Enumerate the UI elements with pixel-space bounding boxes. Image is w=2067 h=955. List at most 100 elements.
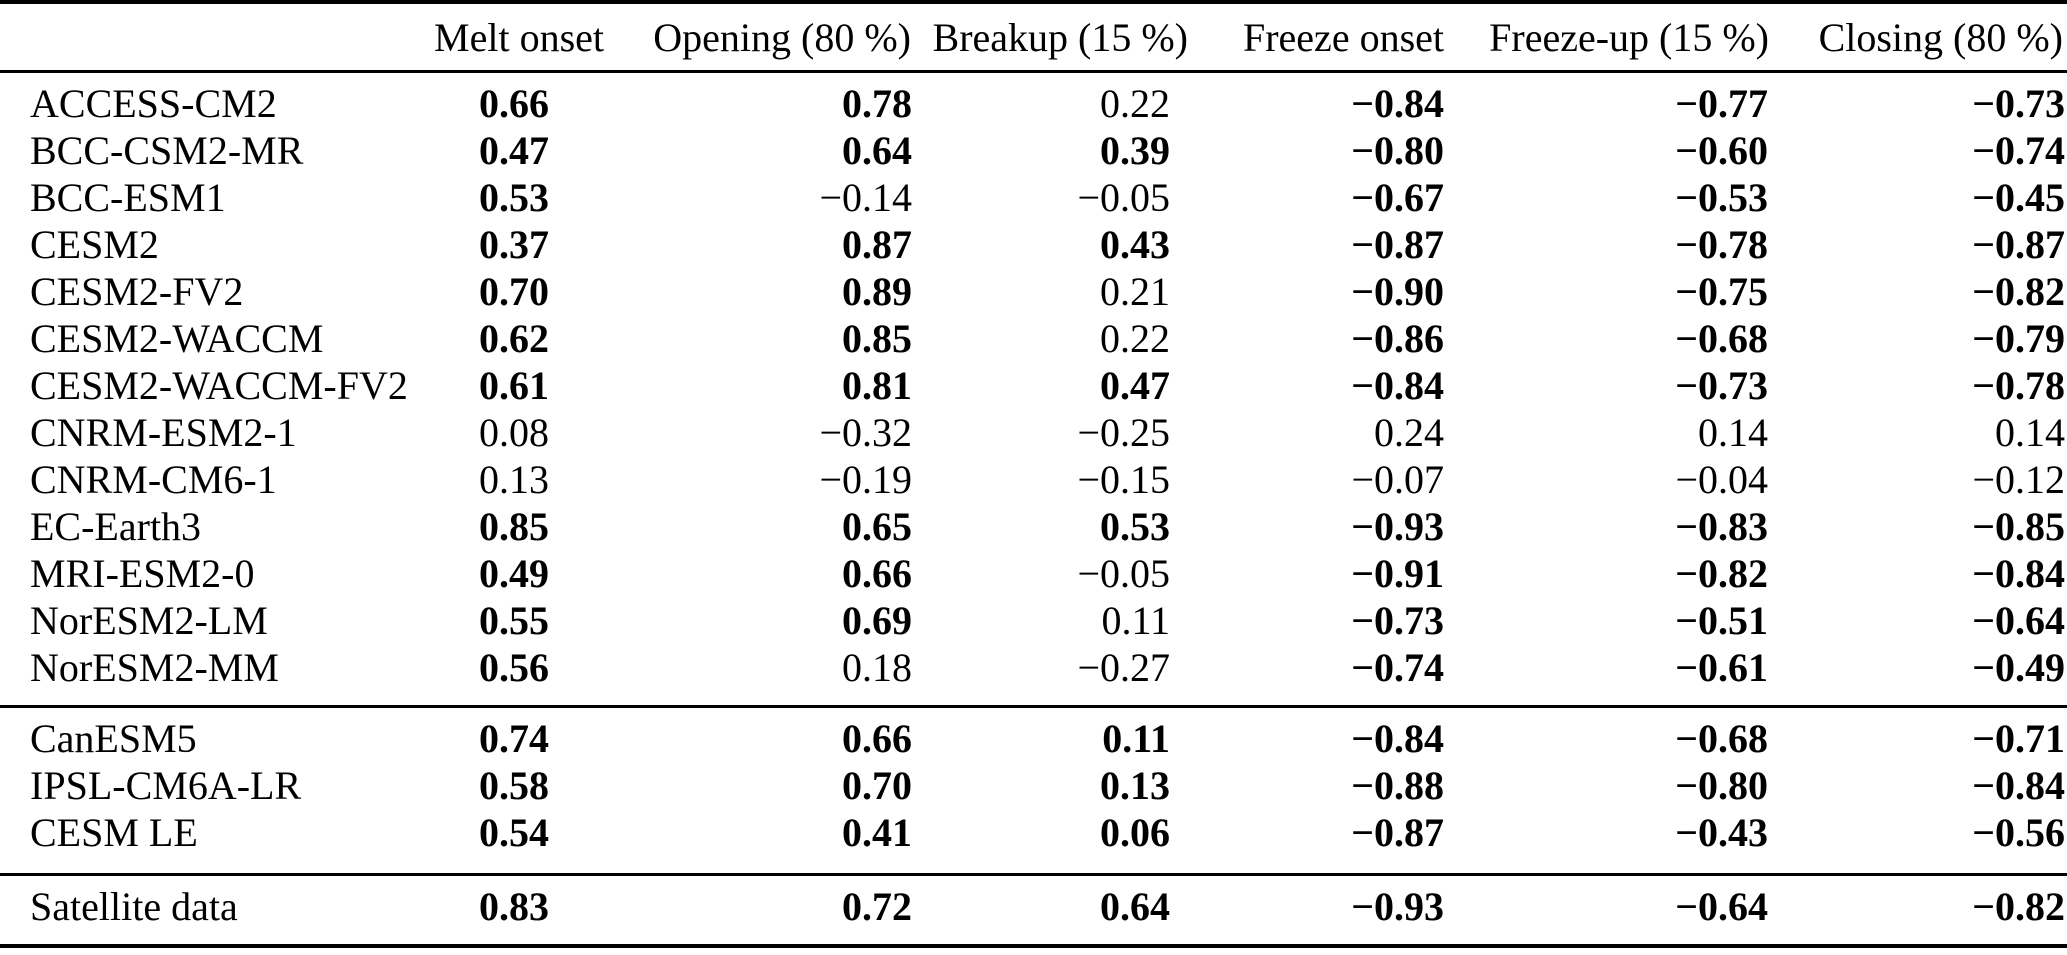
value-cell: −0.85	[1972, 504, 2065, 549]
value-cell: 0.61	[479, 363, 549, 408]
value-cell: 0.78	[842, 81, 912, 126]
value-cell: −0.53	[1675, 175, 1768, 220]
value-cell: −0.87	[1351, 810, 1444, 855]
value-cell: 0.62	[479, 316, 549, 361]
value-cell: −0.45	[1972, 175, 2065, 220]
table-row: CanESM5 0.74 0.66 0.11 −0.84 −0.68 −0.71	[0, 707, 2067, 763]
value-cell: 0.53	[479, 175, 549, 220]
value-cell: −0.64	[1675, 884, 1768, 929]
model-name-cell: IPSL-CM6A-LR	[30, 763, 302, 808]
value-cell: −0.86	[1351, 316, 1444, 361]
value-cell: −0.15	[1077, 457, 1170, 502]
value-cell: 0.55	[479, 598, 549, 643]
model-name-cell: ACCESS-CM2	[30, 81, 277, 126]
value-cell: −0.78	[1972, 363, 2065, 408]
model-name-cell: CESM2-WACCM	[30, 316, 324, 361]
value-cell: −0.68	[1675, 716, 1768, 761]
value-cell: 0.47	[479, 128, 549, 173]
model-name-cell: Satellite data	[30, 884, 238, 929]
value-cell: 0.69	[842, 598, 912, 643]
value-cell: 0.56	[479, 645, 549, 690]
table-row: CESM2 0.37 0.87 0.43 −0.87 −0.78 −0.87	[0, 221, 2067, 268]
table-row: Satellite data 0.83 0.72 0.64 −0.93 −0.64 −0.8…	[0, 875, 2067, 947]
value-cell: −0.04	[1675, 457, 1768, 502]
value-cell: 0.85	[479, 504, 549, 549]
model-name-cell: CNRM-CM6-1	[30, 457, 277, 502]
value-cell: −0.84	[1972, 763, 2065, 808]
model-name-cell: BCC-ESM1	[30, 175, 226, 220]
value-cell: −0.82	[1972, 269, 2065, 314]
model-name-cell: NorESM2-MM	[30, 645, 279, 690]
value-cell: −0.80	[1675, 763, 1768, 808]
value-cell: −0.73	[1351, 598, 1444, 643]
table-row: BCC-CSM2-MR 0.47 0.64 0.39 −0.80 −0.60 −0.74	[0, 127, 2067, 174]
model-name-cell: CNRM-ESM2-1	[30, 410, 297, 455]
table-row: CESM2-WACCM 0.62 0.85 0.22 −0.86 −0.68 −0.79	[0, 315, 2067, 362]
value-cell: −0.32	[819, 410, 912, 455]
model-name-cell: NorESM2-LM	[30, 598, 268, 643]
model-name-cell: CESM2-FV2	[30, 269, 244, 314]
value-cell: −0.74	[1351, 645, 1444, 690]
value-cell: −0.84	[1351, 716, 1444, 761]
value-cell: −0.12	[1972, 457, 2065, 502]
group-satellite: Satellite data 0.83 0.72 0.64 −0.93 −0.64 −0.8…	[0, 875, 2067, 947]
value-cell: 0.81	[842, 363, 912, 408]
table-row: BCC-ESM1 0.53 −0.14 −0.05 −0.67 −0.53 −0.45	[0, 174, 2067, 221]
column-header-freeze-onset: Freeze onset	[1242, 14, 1444, 60]
value-cell: −0.67	[1351, 175, 1444, 220]
model-name-cell: CanESM5	[30, 716, 197, 761]
value-cell: −0.93	[1351, 884, 1444, 929]
value-cell: −0.84	[1351, 363, 1444, 408]
value-cell: −0.84	[1351, 81, 1444, 126]
column-header-melt-onset: Melt onset	[434, 14, 604, 60]
value-cell: −0.05	[1077, 175, 1170, 220]
value-cell: −0.87	[1351, 222, 1444, 267]
value-cell: −0.71	[1972, 716, 2065, 761]
value-cell: −0.14	[819, 175, 912, 220]
model-name-cell: CESM2-WACCM-FV2	[30, 363, 408, 408]
table-row: CESM2-WACCM-FV2 0.61 0.81 0.47 −0.84 −0.73 −0.…	[0, 362, 2067, 409]
value-cell: −0.91	[1351, 551, 1444, 596]
value-cell: 0.54	[479, 810, 549, 855]
value-cell: −0.84	[1972, 551, 2065, 596]
value-cell: −0.64	[1972, 598, 2065, 643]
table-row: MRI-ESM2-0 0.49 0.66 −0.05 −0.91 −0.82 −0.84	[0, 550, 2067, 597]
model-name-cell: BCC-CSM2-MR	[30, 128, 304, 173]
header-row: Melt onset Opening (80 %) Breakup (15 %)…	[0, 2, 2067, 72]
value-cell: −0.79	[1972, 316, 2065, 361]
value-cell: −0.88	[1351, 763, 1444, 808]
value-cell: 0.65	[842, 504, 912, 549]
value-cell: 0.22	[1100, 81, 1170, 126]
value-cell: 0.14	[1995, 410, 2065, 455]
table-row: CESM2-FV2 0.70 0.89 0.21 −0.90 −0.75 −0.82	[0, 268, 2067, 315]
column-header-breakup: Breakup (15 %)	[932, 14, 1188, 60]
value-cell: 0.74	[479, 716, 549, 761]
value-cell: 0.24	[1374, 410, 1444, 455]
table-row: EC-Earth3 0.85 0.65 0.53 −0.93 −0.83 −0.85	[0, 503, 2067, 550]
value-cell: −0.73	[1972, 81, 2065, 126]
group-large-ensembles: CanESM5 0.74 0.66 0.11 −0.84 −0.68 −0.71 IPSL-C…	[0, 707, 2067, 875]
value-cell: 0.18	[842, 645, 912, 690]
value-cell: −0.51	[1675, 598, 1768, 643]
value-cell: 0.13	[1100, 763, 1170, 808]
value-cell: 0.37	[479, 222, 549, 267]
column-header-model	[0, 2, 400, 72]
value-cell: 0.64	[842, 128, 912, 173]
value-cell: −0.87	[1972, 222, 2065, 267]
value-cell: −0.25	[1077, 410, 1170, 455]
value-cell: 0.66	[842, 551, 912, 596]
value-cell: −0.49	[1972, 645, 2065, 690]
table-row: NorESM2-LM 0.55 0.69 0.11 −0.73 −0.51 −0.64	[0, 597, 2067, 644]
value-cell: −0.78	[1675, 222, 1768, 267]
value-cell: 0.64	[1100, 884, 1170, 929]
value-cell: −0.27	[1077, 645, 1170, 690]
value-cell: −0.56	[1972, 810, 2065, 855]
value-cell: 0.11	[1102, 716, 1170, 761]
value-cell: 0.43	[1100, 222, 1170, 267]
value-cell: −0.82	[1675, 551, 1768, 596]
value-cell: −0.43	[1675, 810, 1768, 855]
model-name-cell: CESM2	[30, 222, 159, 267]
value-cell: 0.41	[842, 810, 912, 855]
value-cell: −0.07	[1351, 457, 1444, 502]
value-cell: −0.05	[1077, 551, 1170, 596]
